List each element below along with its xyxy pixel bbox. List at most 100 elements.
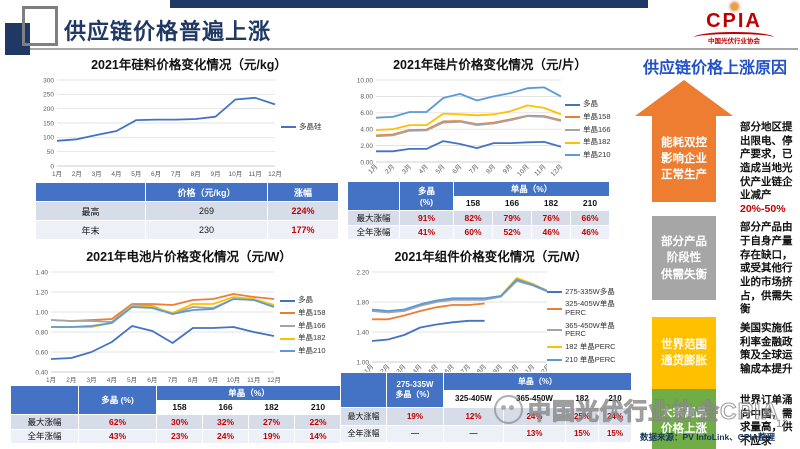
y-axis-label: 100 [43, 135, 54, 142]
table-cell: 19% [386, 407, 444, 426]
reason-description: 部分地区提出限电、停产要求，已造成当地光伏产业链企业减产 20%-50% [734, 116, 800, 216]
x-axis-label: 7月 [171, 170, 181, 178]
page-title: 供应链价格普遍上涨 [64, 19, 272, 44]
legend-swatch [565, 103, 580, 106]
legend-label: 单晶210 [298, 345, 326, 355]
cpia-sun-icon [730, 3, 738, 10]
x-axis-label: 5月 [127, 376, 137, 384]
table-cell: 最大涨幅 [340, 407, 387, 426]
x-axis-label: 12月 [549, 163, 564, 178]
table-header-cell: 210 [598, 389, 632, 408]
table-cell: 177% [267, 220, 339, 240]
x-axis-label: 10月 [227, 376, 241, 384]
y-axis-label: 0.40 [35, 369, 48, 376]
reason-segment: 能耗双控 影响企业 正常生产 部分地区提出限电、停产要求，已造成当地光伏产业链企业… [630, 116, 800, 216]
series-line [371, 278, 548, 312]
y-axis-label: 200 [43, 106, 54, 113]
x-axis-label: 2月 [72, 170, 82, 178]
y-axis-label: 2.20 [356, 269, 369, 276]
table-cell: — [443, 424, 504, 443]
legend-item: 单晶182 [280, 334, 326, 343]
legend-item: 多晶 [280, 296, 326, 305]
x-axis-label: 4月 [111, 170, 121, 178]
legend-item: 275-335W多晶 [547, 287, 633, 297]
legend-item: 单晶166 [280, 321, 326, 331]
x-axis-label: 5月 [434, 163, 447, 176]
series-line [375, 115, 562, 138]
legend-label: 单晶182 [298, 333, 326, 343]
legend-swatch [280, 325, 295, 327]
table-header-cell [347, 181, 400, 211]
legend-item: 多晶 [565, 100, 611, 109]
y-axis-label: 1.40 [356, 329, 369, 336]
x-axis-label: 6月 [451, 163, 464, 176]
chart-title: 2021年电池片价格变化情况（元/W） [86, 250, 292, 264]
x-axis-label: 12月 [267, 376, 280, 384]
x-axis-label: 9月 [210, 170, 220, 178]
legend-swatch [547, 358, 563, 361]
table-header-cell: 166 [492, 195, 532, 211]
chart-legend: 275-335W多晶 325-405W单晶PERC 365-450W单晶PERC 18… [547, 287, 633, 364]
header-divider [30, 48, 798, 50]
table-row: 最大涨幅 19% 12% 24% 25% 24% [340, 407, 632, 426]
table-row: 全年涨幅 — —13% 15% 15% [340, 424, 632, 443]
chart-legend: 多晶 单晶158 单晶166 单晶182 单晶210 [280, 296, 326, 355]
legend-swatch [281, 126, 296, 128]
reason-segments: 能耗双控 影响企业 正常生产 部分地区提出限电、停产要求，已造成当地光伏产业链企业… [630, 116, 800, 449]
table-row: 全年涨幅 41% 60% 52% 46% 46% [347, 224, 610, 240]
data-source-note: 数据来源：PV InfoLink、CPIA整理 [640, 432, 776, 442]
legend-item: 多晶硅 [281, 122, 322, 132]
legend-item: 单晶210 [280, 345, 326, 356]
table-header-cell: 单晶（%） [453, 181, 610, 197]
x-axis-label: 12月 [537, 363, 547, 378]
table-header-cell: 多晶 (%) [399, 181, 454, 211]
legend-label: 365-450W单晶PERC [565, 320, 615, 339]
x-axis-label: 9月 [208, 376, 218, 384]
slide-logo-square-filled [5, 23, 30, 55]
table-cell: 22% [294, 414, 342, 430]
x-axis-label: 8月 [188, 376, 198, 384]
table-header-cell: 182 [248, 399, 295, 415]
page-number: 12 [776, 418, 789, 430]
legend-swatch [565, 154, 580, 157]
table-cell: 最高 [35, 201, 146, 221]
x-axis-label: 11月 [533, 163, 548, 178]
chart-wafer-price: 2021年硅片价格变化情况（元/片） 0.00 2.00 4.00 6.00 8.00 10… [349, 54, 631, 186]
table-cell: 23% [156, 428, 203, 444]
table-header-cell: 182 [531, 195, 571, 211]
reason-segment: 部分产品 阶段性 供需失衡 部分产品由于自身产量存在缺口，或受其他行业的市场挤占，… [630, 216, 800, 316]
x-axis-label: 7月 [168, 376, 178, 384]
y-axis-label: 4.00 [360, 127, 373, 134]
x-axis-label: 10月 [228, 170, 242, 178]
table-header-cell: 210 [570, 195, 610, 211]
table-cell: 24% [598, 407, 632, 426]
table-row: 最大涨幅 62% 30% 32% 27% 22% [10, 414, 342, 430]
x-axis-label: 4月 [417, 163, 430, 176]
table-wafer: 多晶 (%) 单晶（%） 158 166 182 210 最大涨幅 91% 82% 79% 76% 6… [347, 181, 610, 240]
slide-logo-square-outline [22, 6, 58, 46]
x-axis-label: 2月 [383, 163, 396, 176]
table-cell: 年末 [35, 220, 146, 240]
legend-label: 单晶158 [583, 112, 611, 122]
legend-swatch [565, 141, 580, 144]
table-row: 全年涨幅 43% 23% 24% 19% 14% [10, 428, 342, 444]
reason-segment: 大宗商品 价格上涨 世界订单涌向中国，需求量高，供不应求 [630, 388, 800, 449]
chart-title: 2021年硅料价格变化情况（元/kg） [91, 58, 287, 72]
series-line [375, 104, 562, 131]
table-cell: 30% [156, 414, 203, 430]
table-header-cell: 182 [565, 389, 599, 408]
table-row: 年末 230 177% [35, 220, 339, 240]
reason-segment: 世界范围 通货膨胀 美国实施低利率金融政策及全球运输成本提升 [630, 316, 800, 389]
y-axis-label: 1.80 [356, 299, 369, 306]
x-axis-label: 8月 [191, 170, 201, 178]
table-cell: 15% [565, 424, 599, 443]
legend-label: 单晶182 [583, 137, 611, 147]
legend-item: 325-405W单晶PERC [547, 300, 633, 317]
reason-arrow-block: 能耗双控 影响企业 正常生产 [652, 116, 716, 202]
up-arrow-head-icon [635, 80, 733, 116]
sidebar-title: 供应链价格上涨原因 [642, 60, 787, 77]
legend-swatch [280, 312, 295, 315]
x-axis-label: 2月 [66, 376, 76, 384]
legend-swatch [547, 329, 563, 332]
x-axis-label: 6月 [147, 376, 157, 384]
